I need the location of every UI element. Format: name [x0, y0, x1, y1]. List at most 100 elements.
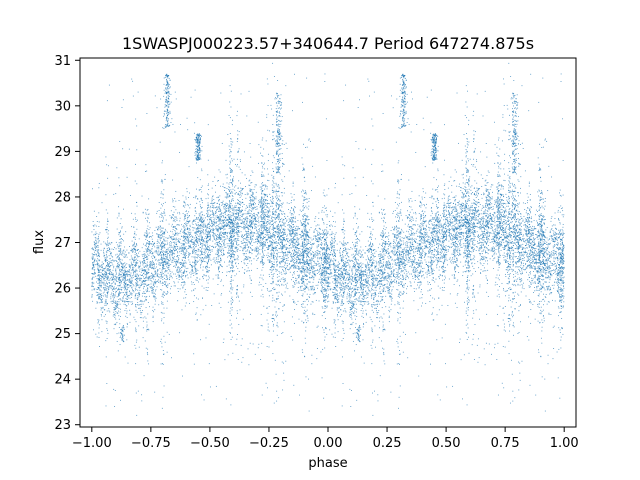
data-point [383, 272, 385, 274]
data-point [451, 213, 452, 214]
data-point [148, 222, 150, 224]
data-point [314, 265, 316, 266]
data-point [310, 237, 312, 239]
data-point [91, 289, 93, 291]
data-point [485, 188, 487, 190]
data-point [175, 246, 177, 248]
data-point [263, 262, 265, 264]
data-point [94, 249, 96, 251]
data-point [261, 209, 263, 211]
data-point [169, 288, 171, 290]
data-point [221, 227, 223, 229]
data-point [541, 250, 543, 252]
data-point [461, 224, 463, 226]
data-point [452, 225, 454, 227]
data-point [328, 258, 330, 260]
data-point [470, 228, 472, 230]
data-point [332, 254, 334, 256]
data-point [251, 253, 253, 255]
data-point [395, 242, 396, 244]
data-point [144, 235, 146, 237]
data-point [410, 221, 412, 223]
data-point [189, 245, 191, 247]
data-point [329, 229, 331, 231]
data-point [152, 291, 154, 293]
data-point [300, 220, 301, 222]
data-point [353, 267, 355, 269]
data-point [475, 231, 476, 233]
data-point [320, 284, 322, 286]
data-point [478, 267, 480, 269]
data-point [217, 255, 219, 256]
data-point [408, 250, 410, 251]
data-point [174, 229, 176, 231]
data-point [538, 255, 540, 257]
data-point [115, 302, 117, 304]
data-point [548, 243, 550, 245]
data-point [252, 233, 254, 235]
data-point [212, 258, 214, 260]
data-point [108, 274, 110, 275]
data-point [145, 245, 147, 247]
data-point [426, 236, 428, 238]
data-point [128, 265, 130, 267]
data-point [561, 263, 563, 265]
data-point [133, 226, 135, 228]
data-point [104, 302, 106, 304]
data-point [361, 288, 363, 290]
data-point [175, 234, 177, 236]
data-point [187, 222, 189, 224]
data-point [288, 241, 290, 243]
data-point [328, 247, 330, 249]
data-point [489, 220, 491, 222]
data-point [528, 220, 530, 222]
data-point [461, 232, 463, 234]
data-point [505, 221, 507, 223]
data-point [382, 275, 384, 277]
data-point [427, 268, 429, 270]
data-point [204, 261, 206, 263]
data-point [310, 266, 312, 268]
data-point [311, 275, 313, 277]
data-point [237, 222, 239, 224]
data-point [455, 218, 457, 220]
data-point [516, 251, 518, 253]
data-point [216, 244, 218, 246]
data-point [352, 304, 354, 306]
data-point [462, 224, 464, 226]
data-point [461, 159, 463, 161]
data-point [146, 233, 148, 235]
data-point [122, 240, 124, 242]
data-point [189, 272, 191, 274]
data-point [454, 250, 456, 252]
data-point [474, 225, 476, 227]
data-point [463, 237, 464, 239]
data-point [460, 223, 462, 225]
data-point [227, 204, 228, 206]
data-point [385, 261, 387, 263]
data-point [382, 232, 384, 234]
data-point [401, 262, 403, 264]
data-point [215, 226, 217, 228]
data-point [521, 271, 523, 273]
data-point [191, 264, 193, 266]
data-point [307, 248, 309, 250]
data-point [424, 241, 426, 243]
data-point [459, 229, 461, 231]
data-point [390, 292, 392, 294]
data-point [503, 242, 505, 244]
data-point [251, 208, 253, 210]
data-point [147, 287, 149, 289]
data-point [285, 248, 287, 250]
data-point [172, 249, 174, 250]
data-point [251, 224, 253, 226]
data-point [301, 248, 303, 250]
data-point [340, 271, 342, 273]
data-point [241, 189, 243, 191]
data-point [123, 257, 125, 258]
data-point [356, 230, 358, 232]
data-point [396, 245, 398, 247]
data-point [217, 275, 219, 277]
data-point [169, 269, 171, 271]
